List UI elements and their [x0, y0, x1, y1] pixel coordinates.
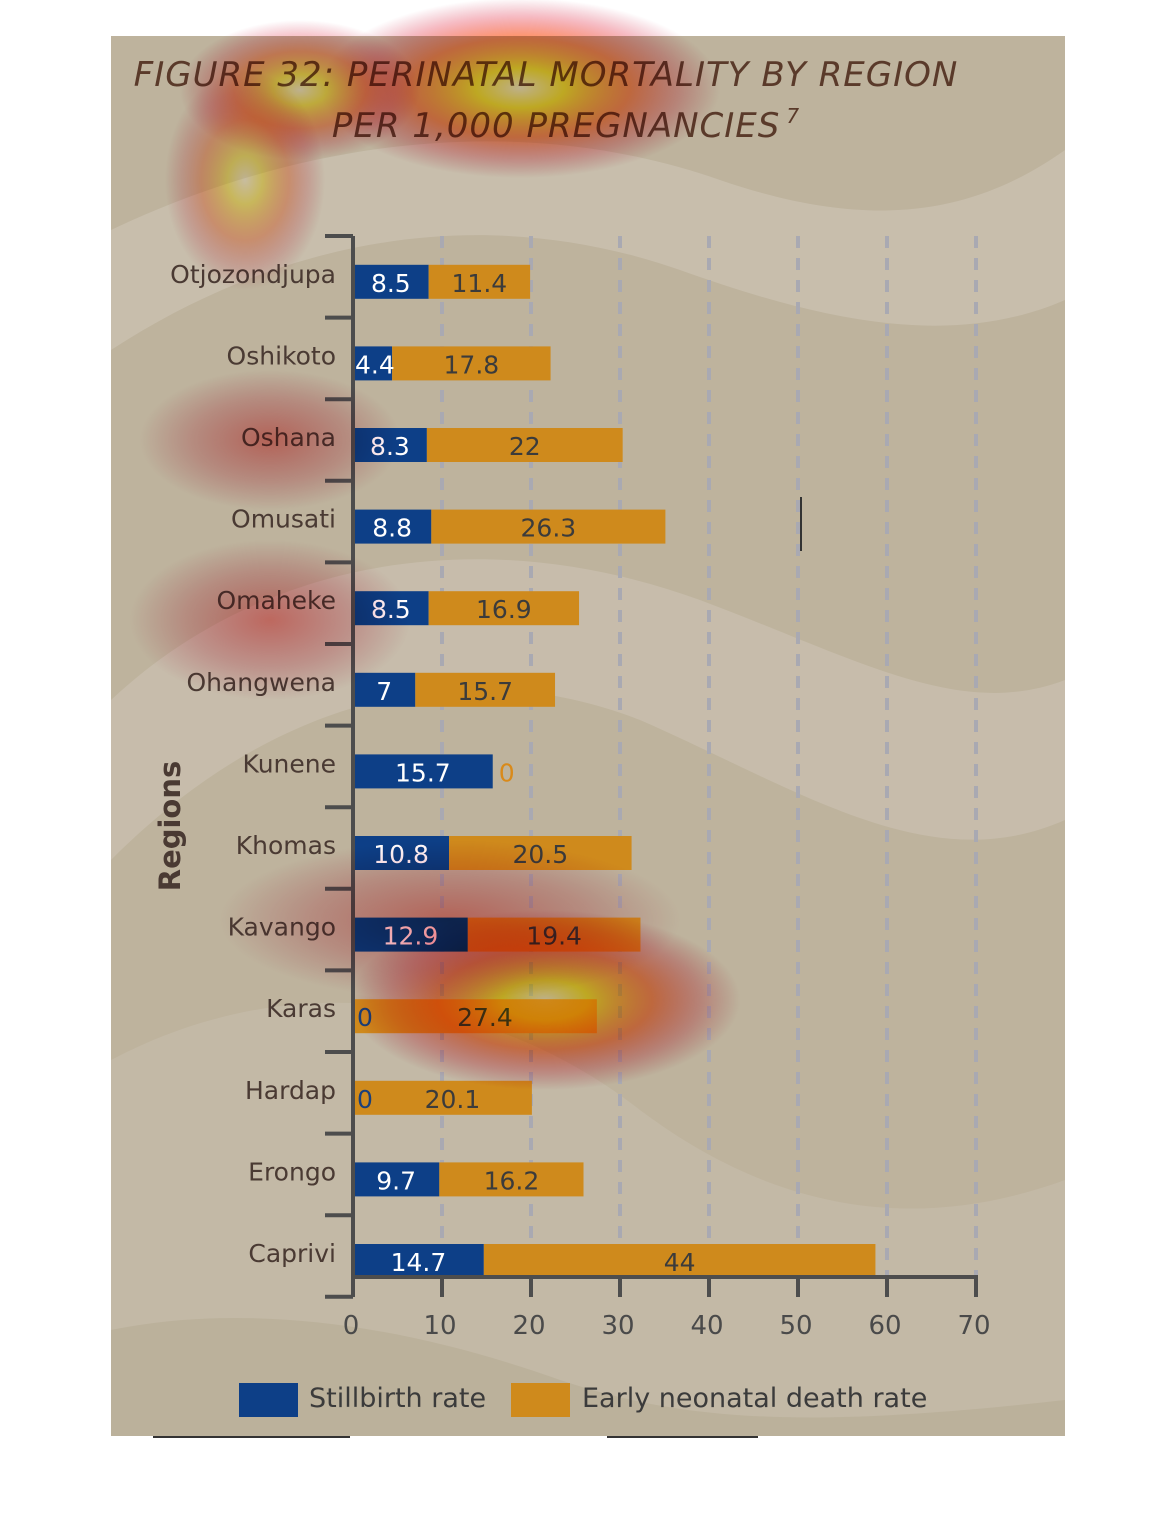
value-label-early-neonatal-oshikoto: 17.8: [444, 350, 500, 379]
x-tick-label-50: 50: [779, 1311, 812, 1341]
region-label-oshikoto: Oshikoto: [227, 341, 336, 370]
region-label-caprivi: Caprivi: [248, 1239, 336, 1268]
value-label-stillbirth-ohangwena: 7: [376, 677, 392, 706]
value-label-early-neonatal-omusati: 26.3: [521, 514, 577, 543]
region-label-karas: Karas: [266, 994, 336, 1023]
bar-early-neonatal-omaheke: [428, 591, 580, 626]
region-label-kunene: Kunene: [243, 749, 336, 778]
legend-swatch-early-neonatal: [511, 1383, 570, 1417]
region-label-hardap: Hardap: [245, 1076, 336, 1105]
bar-early-neonatal-omusati: [431, 509, 666, 544]
bar-stillbirth-oshikoto: [353, 346, 393, 381]
value-label-early-neonatal-kunene: 0: [499, 758, 515, 787]
value-label-stillbirth-caprivi: 14.7: [391, 1248, 447, 1277]
value-label-early-neonatal-caprivi: 44: [664, 1248, 696, 1277]
bar-early-neonatal-caprivi: [483, 1244, 876, 1278]
value-label-stillbirth-kunene: 15.7: [395, 758, 451, 787]
x-tick-label-30: 30: [601, 1311, 634, 1341]
bar-early-neonatal-oshikoto: [392, 346, 551, 381]
x-tick-label-0: 0: [343, 1311, 360, 1341]
legend: Stillbirth rate Early neonatal death rat…: [239, 1383, 927, 1417]
value-label-stillbirth-otjozondjupa: 8.5: [371, 269, 411, 298]
value-label-early-neonatal-hardap: 20.1: [425, 1085, 481, 1114]
value-label-early-neonatal-erongo: 16.2: [484, 1166, 540, 1195]
legend-label-early-neonatal: Early neonatal death rate: [582, 1383, 927, 1414]
x-tick-label-40: 40: [690, 1311, 723, 1341]
x-tick-label-20: 20: [512, 1311, 545, 1341]
bar-stillbirth-kunene: [353, 754, 493, 789]
chart-title-superscript: 7: [786, 104, 800, 128]
legend-label-stillbirth: Stillbirth rate: [309, 1383, 486, 1414]
bar-early-neonatal-ohangwena: [415, 672, 556, 707]
value-label-early-neonatal-otjozondjupa: 11.4: [452, 269, 508, 298]
bar-stillbirth-erongo: [353, 1162, 440, 1197]
value-label-early-neonatal-ohangwena: 15.7: [457, 677, 513, 706]
bar-stillbirth-omusati: [353, 509, 432, 544]
region-label-erongo: Erongo: [248, 1157, 336, 1186]
legend-swatch-stillbirth: [239, 1383, 298, 1417]
x-tick-label-70: 70: [957, 1311, 990, 1341]
x-tick-label-60: 60: [868, 1311, 901, 1341]
value-label-stillbirth-omusati: 8.8: [372, 514, 412, 543]
attention-heatmap-overlay: [130, 0, 740, 1090]
y-axis-title: Regions: [153, 761, 187, 892]
value-label-early-neonatal-omaheke: 16.9: [476, 595, 532, 624]
x-tick-label-10: 10: [423, 1311, 456, 1341]
bar-early-neonatal-erongo: [439, 1162, 584, 1197]
bar-stillbirth-caprivi: [353, 1244, 484, 1278]
value-label-stillbirth-hardap: 0: [357, 1085, 373, 1114]
bar-stillbirth-otjozondjupa: [353, 264, 429, 299]
bar-early-neonatal-otjozondjupa: [428, 264, 531, 299]
value-label-stillbirth-erongo: 9.7: [376, 1166, 416, 1195]
bar-early-neonatal-oshana: [426, 428, 623, 462]
value-label-early-neonatal-oshana: 22: [509, 432, 541, 461]
value-label-stillbirth-oshikoto: 4.4: [355, 350, 395, 379]
